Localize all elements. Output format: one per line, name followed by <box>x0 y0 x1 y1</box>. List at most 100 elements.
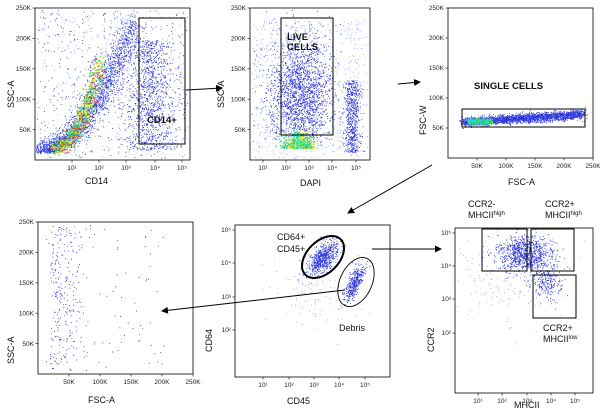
event-dot <box>44 23 46 25</box>
event-dot <box>86 131 88 132</box>
event-dot <box>82 115 84 116</box>
event-dot <box>85 88 87 90</box>
event-dot <box>132 13 134 14</box>
event-dot <box>155 44 157 45</box>
event-dot <box>123 55 125 57</box>
event-dot <box>169 41 171 43</box>
event-dot <box>58 142 60 144</box>
event-dot <box>141 31 143 33</box>
event-dot <box>50 157 52 159</box>
event-dot <box>126 136 128 138</box>
event-dot <box>121 47 123 49</box>
event-dot <box>166 118 168 120</box>
event-dot <box>134 145 136 147</box>
event-dot <box>99 52 101 54</box>
event-dot <box>151 88 152 90</box>
event-dot <box>131 108 133 110</box>
event-dot <box>80 129 82 131</box>
event-dot <box>96 116 98 118</box>
event-dot <box>135 55 137 56</box>
event-dot <box>75 119 77 121</box>
event-dot <box>140 50 142 51</box>
event-dot <box>127 104 128 105</box>
event-dot <box>104 20 106 22</box>
event-dot <box>85 117 87 119</box>
event-dot <box>185 104 187 106</box>
event-dot <box>168 46 170 48</box>
event-dot <box>164 107 166 109</box>
event-dot <box>92 60 94 61</box>
event-dot <box>151 131 152 133</box>
event-dot <box>57 149 59 151</box>
event-dot <box>79 120 81 122</box>
event-dot <box>183 108 185 110</box>
event-dot <box>147 115 149 116</box>
event-dot <box>143 124 145 126</box>
event-dot <box>43 63 45 64</box>
event-dot <box>71 136 73 138</box>
event-dot <box>172 27 173 28</box>
event-dot <box>165 80 166 82</box>
event-dot <box>136 133 138 135</box>
event-dot <box>96 107 98 109</box>
event-dot <box>122 83 124 85</box>
event-dot <box>158 118 160 120</box>
event-dot <box>146 97 148 99</box>
event-dot <box>150 116 152 118</box>
event-dot <box>113 101 114 103</box>
event-dot <box>50 133 52 135</box>
event-dot <box>165 91 167 93</box>
event-dot <box>133 134 135 135</box>
event-dot <box>103 65 105 67</box>
event-dot <box>171 103 172 105</box>
event-dot <box>152 81 153 83</box>
event-dot <box>140 138 142 140</box>
event-dot <box>122 78 123 80</box>
event-dot <box>118 61 120 63</box>
event-dot <box>113 64 115 66</box>
event-dot <box>151 52 153 54</box>
event-dot <box>151 98 153 100</box>
event-dot <box>101 61 103 63</box>
event-dot <box>100 106 102 107</box>
event-dot <box>123 20 125 22</box>
event-dot <box>165 52 167 54</box>
event-dot <box>79 130 81 133</box>
event-dot <box>50 151 52 152</box>
event-dot <box>153 86 155 88</box>
event-dot <box>42 150 44 152</box>
event-dot <box>180 36 182 38</box>
event-dot <box>161 45 163 47</box>
event-dot <box>105 86 106 88</box>
event-dot <box>84 36 85 38</box>
event-dot <box>152 116 154 117</box>
event-dot <box>101 90 103 92</box>
event-dot <box>81 130 83 132</box>
event-dot <box>65 145 67 147</box>
event-dot <box>102 94 103 96</box>
event-dot <box>149 95 151 97</box>
event-dot <box>127 50 129 52</box>
event-dot <box>110 155 112 156</box>
event-dot <box>41 10 43 11</box>
event-dot <box>180 76 182 78</box>
event-dot <box>145 77 147 79</box>
event-dot <box>91 115 93 117</box>
event-dot <box>42 142 44 144</box>
event-dot <box>92 121 94 123</box>
event-dot <box>163 137 165 139</box>
event-dot <box>56 141 58 143</box>
event-dot <box>44 151 46 152</box>
event-dot <box>39 142 41 144</box>
event-dot <box>51 144 52 146</box>
event-dot <box>75 135 78 137</box>
event-dot <box>66 122 68 124</box>
event-dot <box>162 115 164 117</box>
event-dot <box>110 80 111 82</box>
event-dot <box>93 64 95 66</box>
event-dot <box>141 114 143 116</box>
event-dot <box>115 45 117 47</box>
event-dot <box>118 94 119 96</box>
event-dot <box>36 146 38 148</box>
event-dot <box>39 151 41 152</box>
